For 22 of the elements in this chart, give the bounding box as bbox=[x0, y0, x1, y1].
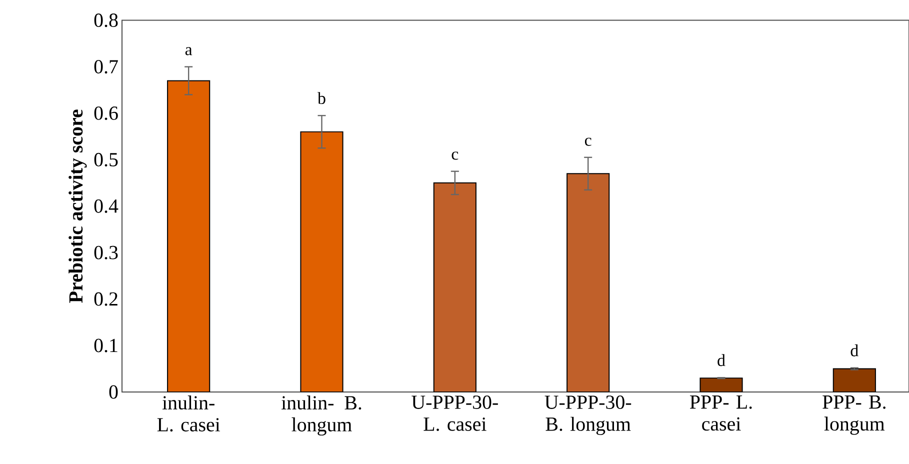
annotation: d bbox=[718, 354, 726, 366]
y-tick-label: 0 bbox=[109, 385, 118, 399]
annotation: b bbox=[318, 92, 326, 104]
y-tick-label: 0.7 bbox=[94, 60, 118, 74]
y-tick-label: 0.8 bbox=[94, 14, 118, 28]
annotation: c bbox=[584, 138, 592, 146]
y-tick-label: 0.1 bbox=[94, 338, 118, 352]
x-tick-label: U-PPP-30- B. longum bbox=[544, 396, 632, 435]
y-tick-label: 0.6 bbox=[94, 106, 118, 120]
x-tick-label: inulin- B. longum bbox=[281, 396, 362, 436]
y-axis-title: Prebiotic activity score bbox=[68, 110, 87, 303]
annotation: a bbox=[185, 47, 192, 56]
x-tick-label: PPP- B. longum bbox=[822, 396, 886, 435]
x-tick-label: U-PPP-30- L. casei bbox=[412, 396, 498, 431]
x-tick-label: inulin- L. casei bbox=[157, 396, 220, 432]
y-tick-label: 0.5 bbox=[94, 152, 118, 166]
y-tick-label: 0.4 bbox=[94, 199, 118, 213]
annotation: d bbox=[850, 344, 858, 356]
x-tick-label: PPP- L. casei bbox=[690, 396, 752, 431]
annotation: c bbox=[452, 152, 458, 160]
y-tick-label: 0.3 bbox=[94, 246, 118, 260]
y-tick-label: 0.2 bbox=[94, 292, 118, 306]
